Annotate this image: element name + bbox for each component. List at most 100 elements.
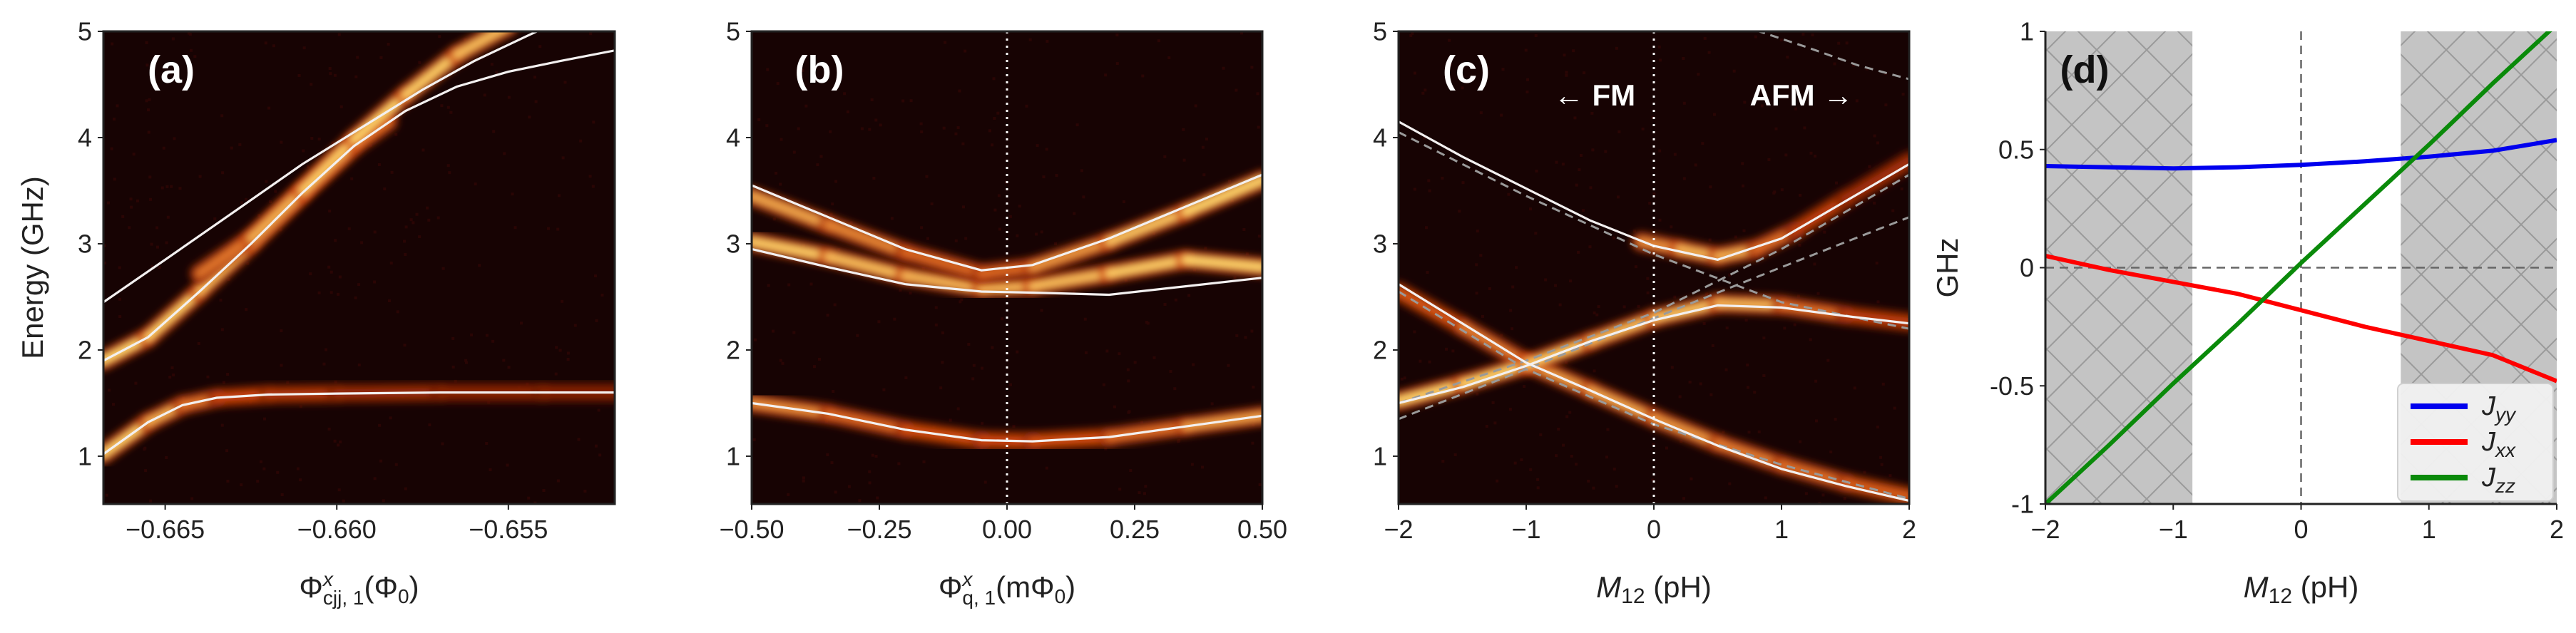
noise-pixel xyxy=(1400,377,1404,381)
noise-pixel xyxy=(280,493,284,497)
noise-pixel xyxy=(1485,425,1488,428)
noise-pixel xyxy=(1816,292,1820,295)
noise-pixel xyxy=(519,321,523,325)
noise-pixel xyxy=(871,453,874,457)
noise-pixel xyxy=(1682,101,1686,105)
noise-pixel xyxy=(1428,360,1431,364)
band-core-segment xyxy=(1650,299,1722,323)
noise-pixel xyxy=(1652,443,1655,446)
noise-pixel xyxy=(1441,460,1445,463)
noise-pixel xyxy=(317,138,321,141)
noise-pixel xyxy=(1055,174,1058,177)
noise-pixel xyxy=(280,364,283,367)
noise-pixel xyxy=(1251,441,1254,445)
noise-pixel xyxy=(533,501,537,504)
noise-pixel xyxy=(561,299,564,303)
noise-pixel xyxy=(879,123,882,127)
noise-pixel xyxy=(1475,292,1478,295)
noise-pixel xyxy=(1045,148,1048,151)
noise-pixel xyxy=(328,210,332,213)
band-high xyxy=(752,170,1262,284)
noise-pixel xyxy=(780,138,783,141)
noise-pixel xyxy=(1411,31,1414,35)
noise-pixel xyxy=(775,171,778,175)
noise-pixel xyxy=(1880,463,1884,466)
y-tick-label: 1 xyxy=(2020,17,2034,46)
noise-pixel xyxy=(1754,35,1757,38)
noise-pixel xyxy=(513,226,517,230)
noise-pixel xyxy=(991,346,994,349)
noise-pixel xyxy=(1865,67,1869,71)
noise-pixel xyxy=(226,372,230,376)
y-tick-label: 2 xyxy=(1373,335,1387,364)
noise-pixel xyxy=(446,106,450,109)
noise-pixel xyxy=(265,180,268,183)
x-tick-label: 0.50 xyxy=(1237,515,1287,544)
noise-pixel xyxy=(1578,168,1581,172)
noise-pixel xyxy=(1801,33,1805,36)
noise-pixel xyxy=(1682,177,1686,180)
noise-pixel xyxy=(1045,466,1048,470)
noise-pixel xyxy=(1814,419,1818,423)
noise-pixel xyxy=(113,118,116,121)
noise-pixel xyxy=(327,265,331,269)
noise-pixel xyxy=(1634,265,1637,269)
noise-pixel xyxy=(1786,56,1789,59)
noise-pixel xyxy=(1025,104,1028,108)
noise-pixel xyxy=(1834,418,1837,421)
noise-pixel xyxy=(507,96,511,99)
x-tick-label: 2 xyxy=(1902,515,1916,544)
noise-pixel xyxy=(1612,88,1615,92)
noise-pixel xyxy=(485,334,489,337)
noise-pixel xyxy=(240,483,243,487)
noise-pixel xyxy=(920,226,924,230)
noise-pixel xyxy=(113,177,116,181)
noise-pixel xyxy=(105,493,108,497)
noise-pixel xyxy=(934,306,938,309)
noise-pixel xyxy=(983,480,987,484)
noise-pixel xyxy=(1826,359,1830,362)
noise-pixel xyxy=(1534,34,1538,37)
noise-pixel xyxy=(333,439,337,443)
noise-pixel xyxy=(1476,230,1479,233)
noise-pixel xyxy=(1421,91,1425,95)
noise-pixel xyxy=(829,212,833,216)
noise-pixel xyxy=(1144,485,1148,488)
x-tick-label: 0.00 xyxy=(982,515,1032,544)
noise-pixel xyxy=(440,104,444,108)
noise-pixel xyxy=(538,45,542,48)
noise-pixel xyxy=(598,453,602,457)
y-tick-label: 5 xyxy=(1373,17,1387,46)
noise-pixel xyxy=(1182,128,1185,131)
noise-pixel xyxy=(1753,391,1757,394)
noise-pixel xyxy=(993,208,997,212)
noise-pixel xyxy=(144,469,148,473)
noise-pixel xyxy=(387,42,390,46)
noise-pixel xyxy=(1126,368,1130,371)
noise-pixel xyxy=(1589,186,1593,190)
noise-pixel xyxy=(128,226,131,230)
noise-pixel xyxy=(1481,314,1484,318)
noise-pixel xyxy=(919,122,923,125)
y-tick-label: 0 xyxy=(2020,253,2034,282)
x-tick-label: −0.660 xyxy=(297,515,377,544)
noise-pixel xyxy=(1018,205,1021,208)
series-line-Jzz xyxy=(2045,31,2552,504)
noise-pixel xyxy=(280,140,283,144)
fit-mode-low xyxy=(103,391,615,456)
noise-pixel xyxy=(221,171,225,175)
noise-pixel xyxy=(246,262,250,265)
noise-pixel xyxy=(1881,382,1885,386)
noise-pixel xyxy=(876,496,879,500)
noise-pixel xyxy=(1703,36,1707,40)
noise-pixel xyxy=(1163,155,1167,158)
noise-pixel xyxy=(1784,153,1788,157)
noise-pixel xyxy=(347,227,351,230)
noise-pixel xyxy=(1682,497,1685,500)
noise-pixel xyxy=(1651,115,1655,119)
noise-pixel xyxy=(238,143,242,146)
noise-pixel xyxy=(1479,111,1483,115)
noise-pixel xyxy=(1240,31,1243,35)
noise-pixel xyxy=(872,176,876,180)
